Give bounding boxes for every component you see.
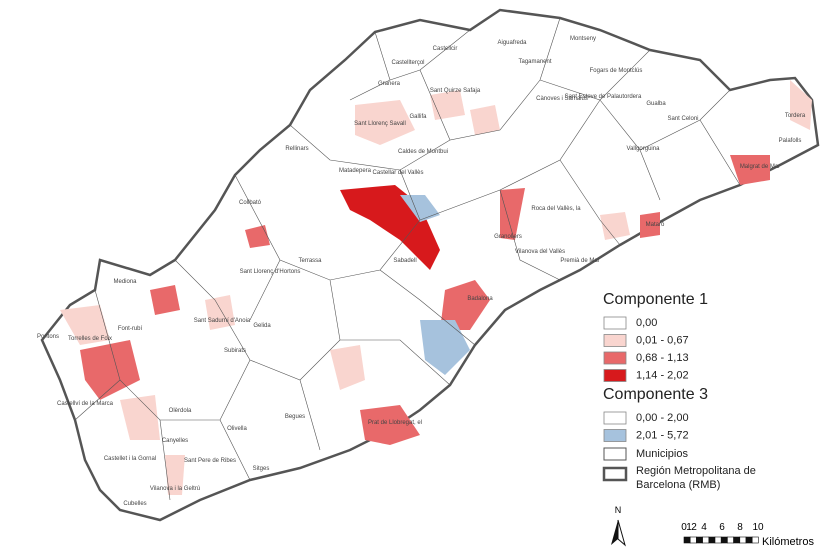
scale-tick: 2: [691, 522, 697, 533]
municipal-borders: [74, 17, 741, 501]
legend-swatch: [602, 466, 628, 482]
scale-tick: 1: [686, 522, 692, 533]
legend-label: 2,01 - 5,72: [636, 429, 689, 441]
municipality-label: Aiguafreda: [497, 40, 527, 46]
scale-bar: 0 1 2 4 6 8 10 Kilómetros: [681, 522, 814, 548]
municipality-label: Montseny: [570, 36, 596, 42]
scale-tick: 6: [719, 522, 725, 533]
north-label: N: [615, 505, 622, 515]
legend-swatch: [603, 447, 627, 461]
municipality-label: Olivella: [227, 426, 247, 432]
legend-swatch: [603, 351, 627, 365]
legend-label: Región Metropolitana de: [636, 465, 756, 477]
legend-swatch: [603, 316, 627, 330]
municipality-label: Cubelles: [123, 501, 146, 507]
municipality-label: Castellví de la Marca: [57, 401, 114, 407]
municipality-label: Vallgorguina: [627, 146, 661, 152]
legend-label: Barcelona (RMB): [636, 479, 720, 491]
municipality-label: Castellar del Vallès: [373, 170, 424, 176]
municipality-label: Palafolls: [779, 138, 802, 144]
legend-swatch: [603, 334, 627, 347]
patches: [60, 80, 812, 495]
municipality-label: Sant Esteve de Palautordera: [565, 94, 642, 100]
scale-segment: [708, 536, 716, 544]
municipality-label: Fogars de Montclús: [590, 68, 643, 74]
municipality-label: Mataró: [646, 222, 665, 228]
municipality-label: Cànoves i Samalús: [536, 96, 588, 102]
scale-segment: [745, 536, 753, 544]
scale-segment: [733, 536, 741, 544]
legend-label: 0,68 - 1,13: [636, 352, 689, 364]
scale-tick: 4: [701, 522, 707, 533]
municipality-label: Matadepera: [339, 168, 372, 174]
legend-label: 1,14 - 2,02: [636, 369, 689, 381]
scale-segment: [696, 536, 703, 544]
municipality-label: Sant Llorenç d'Hortons: [240, 269, 301, 275]
region: [40, 8, 820, 522]
legend-label: 0,01 - 0,67: [636, 334, 689, 346]
scale-segment: [683, 536, 691, 544]
legend-title: Componente 3: [603, 386, 708, 403]
municipality-label: Malgrat de Mar: [740, 164, 780, 170]
scale-segment: [727, 536, 734, 544]
legend-swatch: [603, 411, 627, 425]
scale-segment: [751, 536, 759, 544]
scale-segment: [689, 536, 697, 544]
legend-label: 0,00: [636, 317, 657, 329]
municipality-label: Castellet i la Gornal: [104, 456, 156, 462]
municipality-label: Font-rubí: [118, 326, 143, 332]
municipality-label: Rellinars: [285, 146, 308, 152]
municipality-label: Canyelles: [162, 438, 188, 444]
municipality-label: Terrassa: [298, 258, 322, 264]
scale-tick: 8: [737, 522, 743, 533]
municipality-label: Sant Llorenç Savall: [354, 121, 406, 127]
legend-title: Componente 1: [603, 291, 708, 308]
municipality-label: Sant Celoni: [667, 116, 698, 122]
scale-segment: [720, 536, 728, 544]
municipality-labels: Castellcir Aiguafreda Montseny Castellterço…: [37, 36, 806, 507]
scale-tick: 10: [752, 522, 764, 533]
municipality-label: Gualba: [646, 101, 666, 107]
municipality-label: Sant Sadurní d'Anoia: [194, 318, 251, 324]
municipality-label: Sant Quirze Safaja: [430, 88, 481, 94]
municipality-label: Caldes de Montbui: [398, 149, 448, 155]
municipality-label: Torrelles de Foix: [68, 336, 112, 342]
municipality-label: Premià de Mar: [560, 258, 599, 264]
municipality-label: Granera: [378, 81, 401, 87]
legend-label: Municipios: [636, 448, 688, 460]
legend-swatch: [603, 429, 627, 442]
municipality-label: Sant Pere de Ribes: [184, 458, 236, 464]
municipality-label: Granollers: [494, 234, 522, 240]
municipality-label: Castellcir: [433, 46, 458, 52]
municipality-label: Sabadell: [393, 258, 416, 264]
scale-segment: [702, 536, 710, 544]
municipality-label: Vilanova i la Geltrú: [150, 486, 200, 492]
legend: Componente 1 0,00 0,01 - 0,67 0,68 - 1,13 1,…: [602, 291, 756, 491]
scale-tick: 0: [681, 522, 687, 533]
municipality-label: Mediona: [113, 279, 137, 285]
municipality-label: Roca del Vallès, la: [531, 206, 581, 212]
municipality-label: Tagamanent: [518, 59, 551, 65]
municipality-label: Olèrdola: [169, 408, 192, 414]
municipality-label: Castellterçol: [391, 60, 424, 66]
municipality-label: Begues: [285, 414, 305, 420]
scale-segment: [714, 536, 722, 544]
north-arrow: N: [611, 505, 626, 547]
scale-unit: Kilómetros: [762, 536, 814, 548]
municipality-label: Pontons: [37, 334, 59, 340]
municipality-label: Gallifa: [409, 114, 427, 120]
legend-swatch: [603, 369, 627, 382]
legend-label: 0,00 - 2,00: [636, 412, 689, 424]
municipality-label: Collbató: [239, 200, 262, 206]
municipality-label: Tordera: [785, 113, 806, 119]
municipality-label: Subirats: [224, 348, 246, 354]
municipality-label: Badalona: [467, 296, 493, 302]
municipality-label: Vilanova del Vallès: [515, 249, 565, 255]
municipality-label: Gelida: [253, 323, 271, 329]
scale-segment: [739, 536, 747, 544]
municipality-label: Prat de Llobregat, el: [368, 420, 422, 426]
municipality-label: Sitges: [253, 466, 270, 472]
